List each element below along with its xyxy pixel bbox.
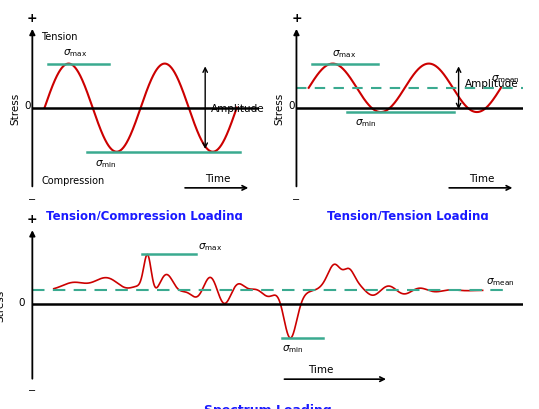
- Text: Stress: Stress: [275, 92, 285, 124]
- Text: −: −: [28, 194, 37, 204]
- Text: −: −: [28, 385, 37, 395]
- Text: Tension/Tension Loading: Tension/Tension Loading: [327, 209, 489, 222]
- Text: Amplitude: Amplitude: [465, 79, 519, 89]
- Text: +: +: [27, 213, 38, 225]
- Text: $\sigma_{\rm min}$: $\sigma_{\rm min}$: [95, 157, 116, 169]
- Text: $\sigma_{\rm max}$: $\sigma_{\rm max}$: [198, 241, 223, 252]
- Text: 0: 0: [18, 297, 25, 308]
- Text: Time: Time: [469, 174, 495, 184]
- Text: $\sigma_{\rm min}$: $\sigma_{\rm min}$: [355, 117, 376, 129]
- Text: Stress: Stress: [0, 289, 5, 321]
- Text: $\sigma_{\rm mean}$: $\sigma_{\rm mean}$: [491, 73, 520, 85]
- Text: Tension: Tension: [42, 31, 78, 41]
- Text: Tension/Compression Loading: Tension/Compression Loading: [46, 209, 243, 222]
- Text: 0: 0: [288, 101, 295, 111]
- Text: +: +: [291, 12, 302, 25]
- Text: $\sigma_{\rm max}$: $\sigma_{\rm max}$: [331, 48, 356, 60]
- Text: Time: Time: [308, 364, 334, 375]
- Text: $\sigma_{\rm min}$: $\sigma_{\rm min}$: [282, 342, 304, 354]
- Text: +: +: [27, 12, 38, 25]
- Text: 0: 0: [24, 101, 31, 111]
- Text: Compression: Compression: [42, 175, 105, 185]
- Text: $\sigma_{\rm mean}$: $\sigma_{\rm mean}$: [486, 275, 515, 287]
- Text: Stress: Stress: [11, 92, 20, 124]
- Text: Amplitude: Amplitude: [211, 103, 265, 113]
- Text: Spectrum Loading: Spectrum Loading: [204, 402, 332, 409]
- Text: $\sigma_{\rm max}$: $\sigma_{\rm max}$: [63, 47, 87, 59]
- Text: Time: Time: [205, 174, 231, 184]
- Text: −: −: [292, 194, 301, 204]
